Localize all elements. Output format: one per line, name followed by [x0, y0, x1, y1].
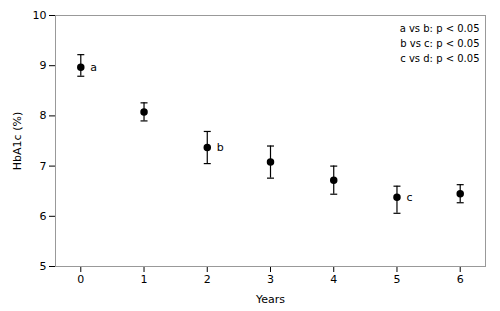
svg-text:a: a — [90, 61, 97, 74]
svg-text:10: 10 — [33, 9, 47, 22]
svg-text:a vs b: p < 0.05b vs c: p < 0.: a vs b: p < 0.05b vs c: p < 0.05c vs d: … — [400, 23, 480, 64]
svg-text:9: 9 — [40, 59, 47, 72]
svg-text:c: c — [406, 191, 412, 204]
svg-text:HbA1c (%): HbA1c (%) — [11, 112, 24, 170]
svg-text:6: 6 — [40, 210, 47, 223]
svg-text:7: 7 — [40, 160, 47, 173]
svg-text:b: b — [217, 141, 224, 154]
svg-text:2: 2 — [204, 273, 211, 286]
svg-text:5: 5 — [40, 260, 47, 273]
svg-text:6: 6 — [457, 273, 464, 286]
svg-text:Years: Years — [255, 293, 285, 306]
svg-text:4: 4 — [330, 273, 337, 286]
svg-text:8: 8 — [40, 109, 47, 122]
svg-text:1: 1 — [141, 273, 148, 286]
svg-text:0: 0 — [77, 273, 84, 286]
svg-text:5: 5 — [393, 273, 400, 286]
svg-text:3: 3 — [267, 273, 274, 286]
